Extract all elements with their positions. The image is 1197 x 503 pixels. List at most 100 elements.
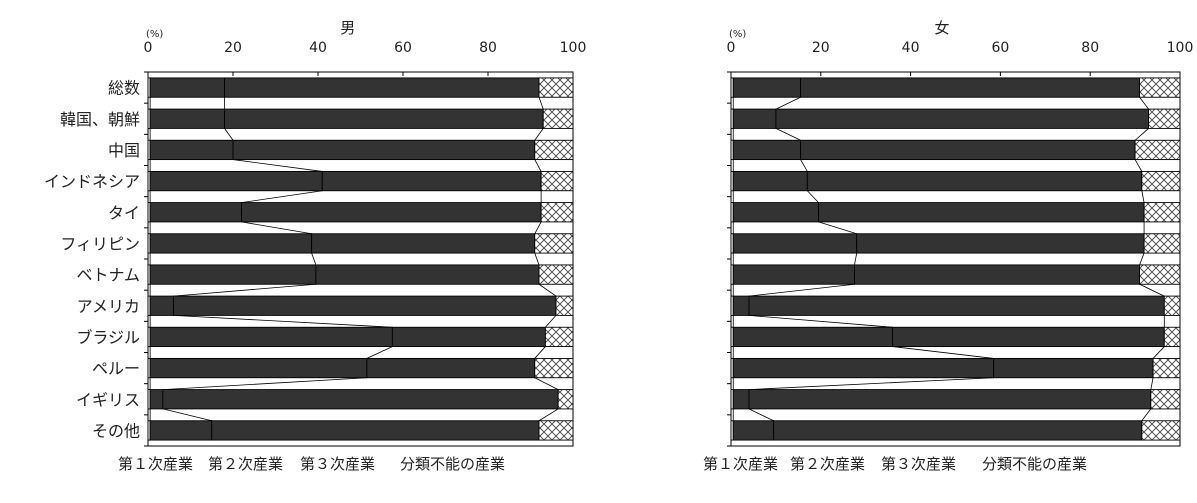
bar-segment [555, 295, 574, 316]
series-connector [1139, 283, 1165, 297]
series-connector [224, 128, 234, 141]
bar-segment [232, 139, 536, 161]
bar-segment [1143, 202, 1181, 223]
bar-segment [1139, 264, 1181, 285]
bar-segment [534, 139, 574, 161]
series-connector [800, 159, 808, 172]
bar-segment [149, 389, 164, 410]
series-connector [173, 315, 393, 328]
bar-segment [892, 326, 1165, 348]
x-tick-label: 20 [812, 40, 830, 56]
legend-entry: 第３次産業 [300, 455, 375, 473]
bar-segment [732, 202, 820, 223]
bar-segment [732, 420, 775, 441]
unit-label: (%) [146, 29, 163, 40]
bar-segment [149, 77, 225, 98]
bar-segment [1141, 420, 1181, 441]
bar-segment [315, 264, 540, 285]
series-connector [1134, 159, 1143, 172]
bar-segment [1141, 170, 1181, 192]
x-tick-label: 40 [902, 40, 920, 56]
series-connector [241, 221, 312, 235]
series-connector [1141, 408, 1152, 421]
bar-segment [534, 357, 574, 379]
bar-segment [162, 389, 559, 410]
bar-segment [732, 389, 750, 410]
x-tick-label: 100 [1167, 40, 1194, 56]
bar-segment [366, 357, 536, 379]
bar-segment [149, 326, 393, 348]
category-label: タイ [108, 203, 140, 222]
legend-entry: 第２次産業 [208, 455, 283, 473]
bar-segment [149, 202, 242, 223]
bar-segment [1139, 77, 1181, 98]
x-tick-label: 40 [309, 40, 327, 56]
panel-title: 女 [935, 19, 950, 37]
bar-segment [211, 420, 540, 441]
bar-segment [748, 295, 1165, 316]
bar-segment [542, 108, 574, 129]
bar-segment [540, 202, 574, 223]
series-connector [311, 252, 317, 266]
series-connector [854, 253, 858, 265]
legend-entry: 第２次産業 [790, 455, 865, 473]
legend-entry: 分類不能の産業 [400, 455, 505, 473]
bar-segment [534, 233, 574, 254]
bar-segment [538, 264, 574, 285]
category-label: ブラジル [76, 328, 140, 347]
category-label: フィリピン [60, 234, 140, 253]
category-label: ペルー [92, 359, 140, 378]
bar-segment [1143, 233, 1181, 254]
series-connector [241, 190, 323, 203]
legend-entry: 第１次産業 [703, 455, 778, 473]
series-connector [748, 408, 774, 422]
series-connector [538, 97, 544, 110]
x-tick-label: 80 [479, 40, 497, 56]
series-connector [534, 346, 546, 359]
series-connector [173, 283, 316, 297]
series-connector [232, 159, 323, 172]
bar-segment [818, 202, 1145, 223]
unit-label: (%) [729, 29, 746, 40]
bar-segment [800, 77, 1141, 98]
bar-segment [732, 233, 858, 254]
bar-segment [773, 420, 1143, 441]
bar-segment [732, 357, 995, 379]
category-label: ベトナム [76, 266, 140, 285]
category-label: 韓国、朝鮮 [60, 110, 140, 129]
bar-segment [557, 389, 574, 410]
x-tick-label: 0 [727, 40, 736, 56]
category-label: インドネシア [44, 172, 140, 191]
series-connector [1139, 252, 1145, 266]
bar-segment [391, 326, 546, 348]
bar-segment [800, 139, 1136, 161]
x-tick-label: 60 [394, 40, 412, 56]
bar-segment [173, 295, 557, 316]
bar-segment [1152, 357, 1181, 379]
series-connector [748, 315, 893, 328]
category-label: その他 [92, 421, 140, 440]
bar-segment [1150, 389, 1181, 410]
bar-segment [540, 170, 574, 192]
bar-segment [224, 77, 540, 98]
legend-entry: 分類不能の産業 [982, 455, 1087, 473]
bar-segment [1163, 295, 1181, 316]
bar-segment [321, 170, 542, 192]
bar-segment [993, 357, 1154, 379]
series-connector [775, 96, 801, 110]
series-connector [534, 128, 544, 141]
bar-segment [732, 108, 777, 129]
bar-segment [224, 108, 544, 129]
bar-segment [149, 357, 368, 379]
series-connector [534, 377, 559, 390]
bar-segment [311, 233, 536, 254]
bar-segment [149, 295, 174, 316]
legend-entry: 第１次産業 [118, 455, 193, 473]
series-connector [545, 315, 557, 328]
series-connector [818, 221, 857, 235]
legend-entry: 第３次産業 [881, 455, 956, 473]
bar-segment [149, 264, 317, 285]
x-tick-label: 60 [991, 40, 1009, 56]
bar-segment [748, 389, 1152, 410]
bar-segment [732, 326, 894, 348]
